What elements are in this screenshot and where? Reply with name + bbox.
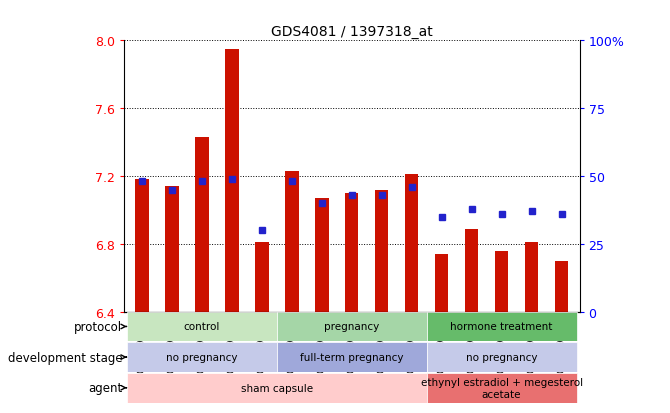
Bar — [525, 242, 538, 312]
Bar — [427, 312, 577, 342]
Bar — [435, 254, 448, 312]
Text: control: control — [184, 322, 220, 332]
Title: GDS4081 / 1397318_at: GDS4081 / 1397318_at — [271, 25, 433, 39]
Bar — [135, 180, 149, 312]
Text: pregnancy: pregnancy — [324, 322, 379, 332]
Text: agent: agent — [88, 381, 123, 394]
Bar — [405, 175, 419, 312]
Bar — [255, 242, 269, 312]
Text: no pregnancy: no pregnancy — [466, 352, 537, 362]
Bar — [427, 373, 577, 403]
Bar — [165, 187, 179, 312]
Bar — [495, 251, 509, 312]
Text: development stage: development stage — [8, 351, 123, 364]
Text: ethynyl estradiol + megesterol
acetate: ethynyl estradiol + megesterol acetate — [421, 377, 583, 399]
Text: sham capsule: sham capsule — [241, 383, 313, 393]
Bar — [375, 190, 389, 312]
Bar — [345, 193, 358, 312]
Text: hormone treatment: hormone treatment — [450, 322, 553, 332]
Bar — [277, 312, 427, 342]
Text: protocol: protocol — [74, 320, 123, 333]
Bar — [225, 50, 239, 312]
Bar — [555, 261, 568, 312]
Bar — [315, 199, 328, 312]
Text: full-term pregnancy: full-term pregnancy — [300, 352, 403, 362]
Bar — [285, 171, 299, 312]
Bar — [127, 312, 277, 342]
Bar — [127, 342, 277, 372]
Bar — [277, 342, 427, 372]
Text: no pregnancy: no pregnancy — [166, 352, 238, 362]
Bar — [427, 342, 577, 372]
Bar — [127, 373, 427, 403]
Bar — [195, 138, 208, 312]
Bar — [465, 229, 478, 312]
